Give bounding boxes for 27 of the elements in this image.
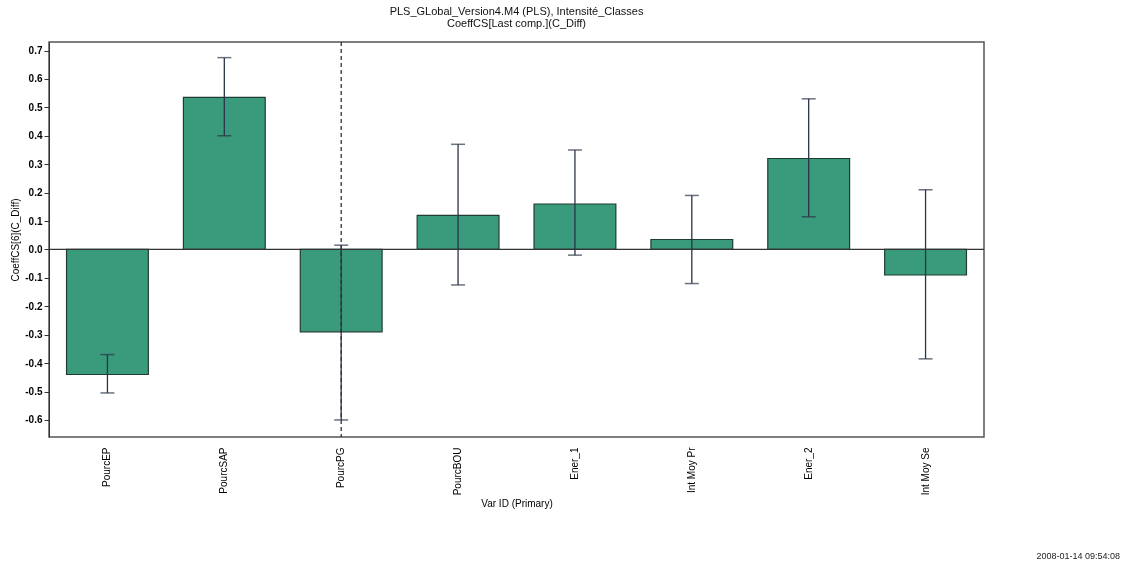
text: 2008-01-14 09:54:08 — [1036, 551, 1120, 561]
x-tick-label: Ener_1 — [568, 447, 580, 480]
y-tick-label: 0.5 — [28, 101, 43, 113]
x-tick-label: PourcPG — [335, 447, 347, 489]
y-tick-label: -0.1 — [25, 272, 43, 284]
y-tick-label: -0.3 — [25, 329, 43, 341]
x-tick-label: PourcEP — [101, 447, 113, 487]
y-tick-label: 0.4 — [28, 130, 43, 142]
y-tick-label: 0.7 — [28, 45, 43, 57]
y-tick-label: 0.0 — [28, 243, 43, 255]
x-tick-label: Int Moy Pr — [685, 446, 697, 494]
y-tick-label: -0.2 — [25, 300, 43, 312]
y-tick-label: -0.6 — [25, 414, 43, 426]
x-tick-label: PourcSAP — [218, 447, 230, 494]
y-tick-label: -0.5 — [25, 386, 43, 398]
x-tick-label: Ener_2 — [802, 447, 814, 480]
chart-title: PLS_GLobal_Version4.M4 (PLS), Intensité_Classes — [389, 5, 644, 18]
x-tick-label: PourcBOU — [452, 447, 464, 496]
y-tick-label: 0.3 — [28, 158, 43, 170]
y-axis-title: CoeffCS[6](C_Diff) — [10, 198, 22, 282]
chart-subtitle: CoeffCS[Last comp.](C_Diff) — [447, 17, 586, 30]
y-tick-label: 0.6 — [28, 73, 43, 85]
x-axis-title: Var ID (Primary) — [481, 498, 553, 510]
y-tick-label: 0.1 — [28, 215, 43, 227]
y-tick-label: -0.4 — [25, 357, 43, 369]
x-tick-label: Int Moy Se — [919, 447, 931, 496]
y-tick-label: 0.2 — [28, 187, 43, 199]
